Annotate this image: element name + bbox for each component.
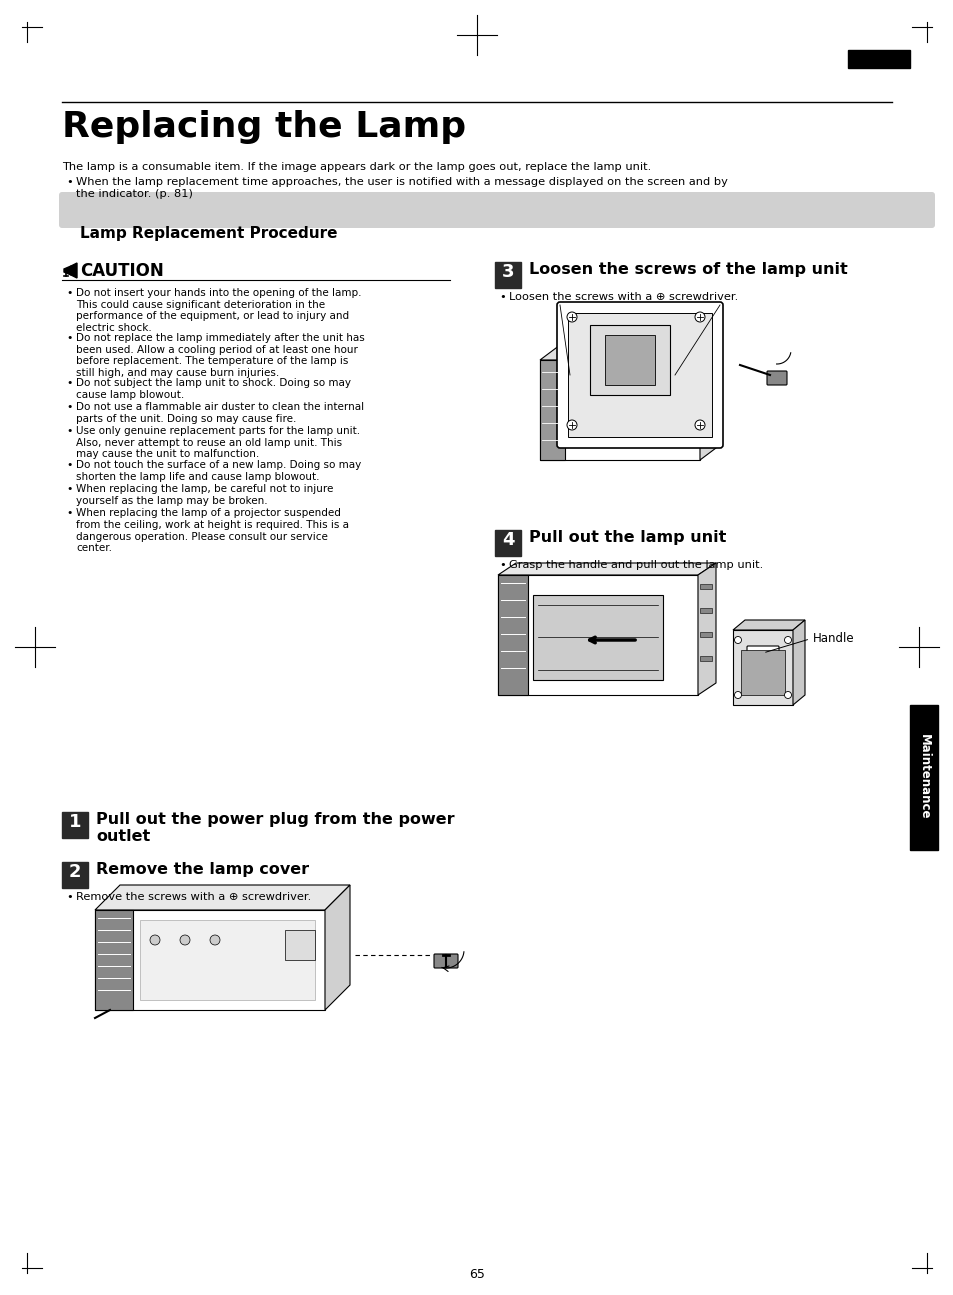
Polygon shape [95,884,350,910]
Polygon shape [497,563,716,575]
Bar [495,262,520,287]
Bar [285,930,314,960]
Text: Replacing the Lamp: Replacing the Lamp [62,110,466,144]
Text: •: • [498,291,505,302]
Bar [702,414,714,420]
Circle shape [566,312,577,322]
Bar [702,392,714,398]
Text: •: • [66,484,72,495]
Bar [700,657,711,660]
Text: Do not replace the lamp immediately after the unit has
been used. Allow a coolin: Do not replace the lamp immediately afte… [76,333,364,378]
Polygon shape [71,263,77,278]
Bar [702,436,714,442]
Text: 1: 1 [69,813,81,831]
Bar [495,530,520,556]
Text: 3: 3 [501,263,514,281]
Text: •: • [66,426,72,436]
Bar [62,812,88,838]
Text: •: • [66,509,72,518]
FancyBboxPatch shape [766,370,786,385]
Bar [847,51,909,69]
FancyBboxPatch shape [434,954,457,967]
Text: •: • [66,378,72,388]
Text: Loosen the screws with a ⊕ screwdriver.: Loosen the screws with a ⊕ screwdriver. [509,291,738,302]
Bar [95,910,325,1010]
Circle shape [566,420,577,430]
Bar [539,360,700,460]
Circle shape [783,637,791,644]
Text: When replacing the lamp, be careful not to injure
yourself as the lamp may be br: When replacing the lamp, be careful not … [76,484,333,506]
Circle shape [734,692,740,698]
FancyBboxPatch shape [557,302,722,448]
Text: Maintenance: Maintenance [917,734,929,820]
Bar [589,325,669,395]
Circle shape [783,692,791,698]
FancyBboxPatch shape [746,646,779,658]
Polygon shape [539,344,720,360]
Text: When the lamp replacement time approaches, the user is notified with a message d: When the lamp replacement time approache… [76,177,727,198]
Polygon shape [698,563,716,695]
Bar [700,632,711,637]
Text: Use only genuine replacement parts for the lamp unit.
Also, never attempt to reu: Use only genuine replacement parts for t… [76,426,359,460]
Polygon shape [792,620,804,704]
FancyBboxPatch shape [59,192,934,228]
Bar [909,704,937,850]
Bar [700,607,711,613]
Text: Handle: Handle [765,632,854,653]
Bar [569,376,675,445]
Bar [140,919,314,1000]
Text: Remove the lamp cover: Remove the lamp cover [96,862,309,877]
Text: Remove the screws with a ⊕ screwdriver.: Remove the screws with a ⊕ screwdriver. [76,892,311,903]
Text: 65: 65 [469,1268,484,1281]
Polygon shape [732,620,804,629]
Text: CAUTION: CAUTION [80,262,164,280]
Circle shape [695,312,704,322]
Text: 4: 4 [501,531,514,549]
Bar [62,862,88,888]
Circle shape [734,637,740,644]
Text: Pull out the lamp unit: Pull out the lamp unit [529,530,725,545]
Text: Lamp Replacement Procedure: Lamp Replacement Procedure [80,227,337,241]
Polygon shape [700,344,720,460]
Bar [567,313,711,436]
Bar [604,335,655,385]
Text: •: • [66,287,72,298]
Circle shape [180,935,190,945]
Bar [539,360,564,460]
Text: Do not insert your hands into the opening of the lamp.
This could cause signific: Do not insert your hands into the openin… [76,287,361,333]
Bar [95,910,132,1010]
Text: •: • [66,401,72,412]
Text: Grasp the handle and pull out the lamp unit.: Grasp the handle and pull out the lamp u… [509,559,762,570]
Text: •: • [66,177,72,186]
Circle shape [210,935,220,945]
Bar [732,629,792,704]
Bar [740,650,784,695]
Bar [533,594,662,680]
Text: Loosen the screws of the lamp unit: Loosen the screws of the lamp unit [529,262,847,277]
Text: When replacing the lamp of a projector suspended
from the ceiling, work at heigh: When replacing the lamp of a projector s… [76,509,349,553]
Text: •: • [66,892,72,903]
Bar [702,370,714,376]
Circle shape [150,935,160,945]
Text: •: • [498,559,505,570]
Polygon shape [64,265,71,275]
Text: •: • [66,461,72,470]
Text: The lamp is a consumable item. If the image appears dark or the lamp goes out, r: The lamp is a consumable item. If the im… [62,162,651,172]
Circle shape [695,420,704,430]
Bar [497,575,698,695]
Text: Pull out the power plug from the power
outlet: Pull out the power plug from the power o… [96,812,455,844]
Polygon shape [325,884,350,1010]
Bar [700,584,711,589]
Bar [497,575,527,695]
Text: •: • [66,333,72,343]
Text: Do not use a flammable air duster to clean the internal
parts of the unit. Doing: Do not use a flammable air duster to cle… [76,401,364,423]
Text: Do not subject the lamp unit to shock. Doing so may
cause lamp blowout.: Do not subject the lamp unit to shock. D… [76,378,351,400]
Text: Do not touch the surface of a new lamp. Doing so may
shorten the lamp life and c: Do not touch the surface of a new lamp. … [76,461,361,482]
Text: 2: 2 [69,862,81,881]
